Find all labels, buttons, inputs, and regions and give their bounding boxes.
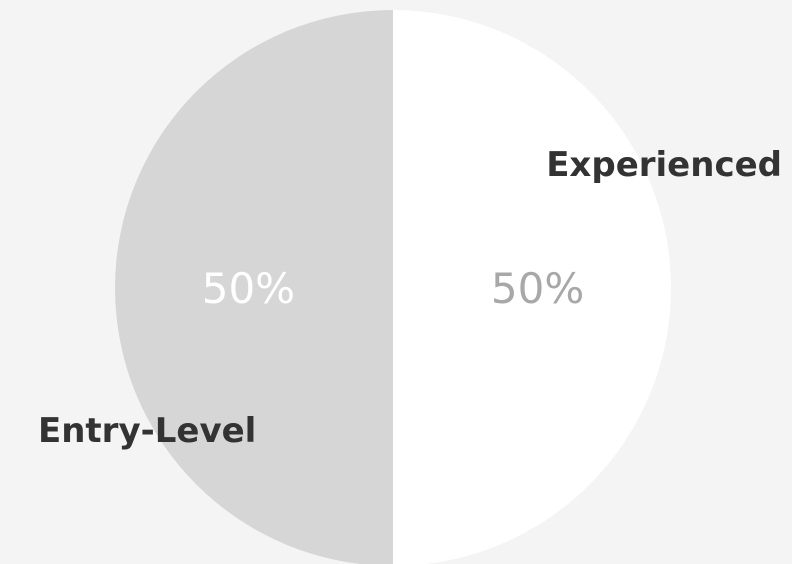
pie-category-label: Entry-Level [38, 411, 256, 451]
pie-value-label: 50% [202, 264, 295, 313]
pie-value-label: 50% [491, 264, 584, 313]
pie-category-label: Experienced [546, 145, 782, 185]
pie-slices [115, 10, 671, 564]
